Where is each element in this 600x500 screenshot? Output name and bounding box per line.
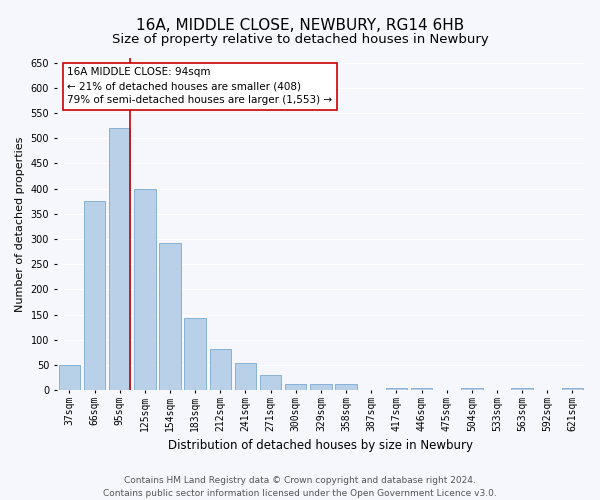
Bar bbox=[235, 362, 256, 390]
Bar bbox=[59, 365, 80, 390]
Y-axis label: Number of detached properties: Number of detached properties bbox=[15, 136, 25, 312]
Bar bbox=[511, 388, 533, 390]
Bar bbox=[411, 388, 432, 390]
Text: Size of property relative to detached houses in Newbury: Size of property relative to detached ho… bbox=[112, 32, 488, 46]
Bar bbox=[461, 388, 482, 390]
Bar bbox=[160, 243, 181, 390]
Bar bbox=[386, 388, 407, 390]
Text: Contains HM Land Registry data © Crown copyright and database right 2024.
Contai: Contains HM Land Registry data © Crown c… bbox=[103, 476, 497, 498]
Bar bbox=[84, 201, 105, 390]
Bar bbox=[260, 375, 281, 390]
Bar bbox=[209, 349, 231, 391]
X-axis label: Distribution of detached houses by size in Newbury: Distribution of detached houses by size … bbox=[169, 440, 473, 452]
Bar bbox=[285, 384, 307, 390]
Bar bbox=[134, 188, 155, 390]
Bar bbox=[184, 318, 206, 390]
Text: 16A MIDDLE CLOSE: 94sqm
← 21% of detached houses are smaller (408)
79% of semi-d: 16A MIDDLE CLOSE: 94sqm ← 21% of detache… bbox=[67, 68, 332, 106]
Bar bbox=[562, 388, 583, 390]
Bar bbox=[109, 128, 130, 390]
Bar bbox=[310, 384, 332, 390]
Text: 16A, MIDDLE CLOSE, NEWBURY, RG14 6HB: 16A, MIDDLE CLOSE, NEWBURY, RG14 6HB bbox=[136, 18, 464, 32]
Bar bbox=[335, 384, 357, 390]
